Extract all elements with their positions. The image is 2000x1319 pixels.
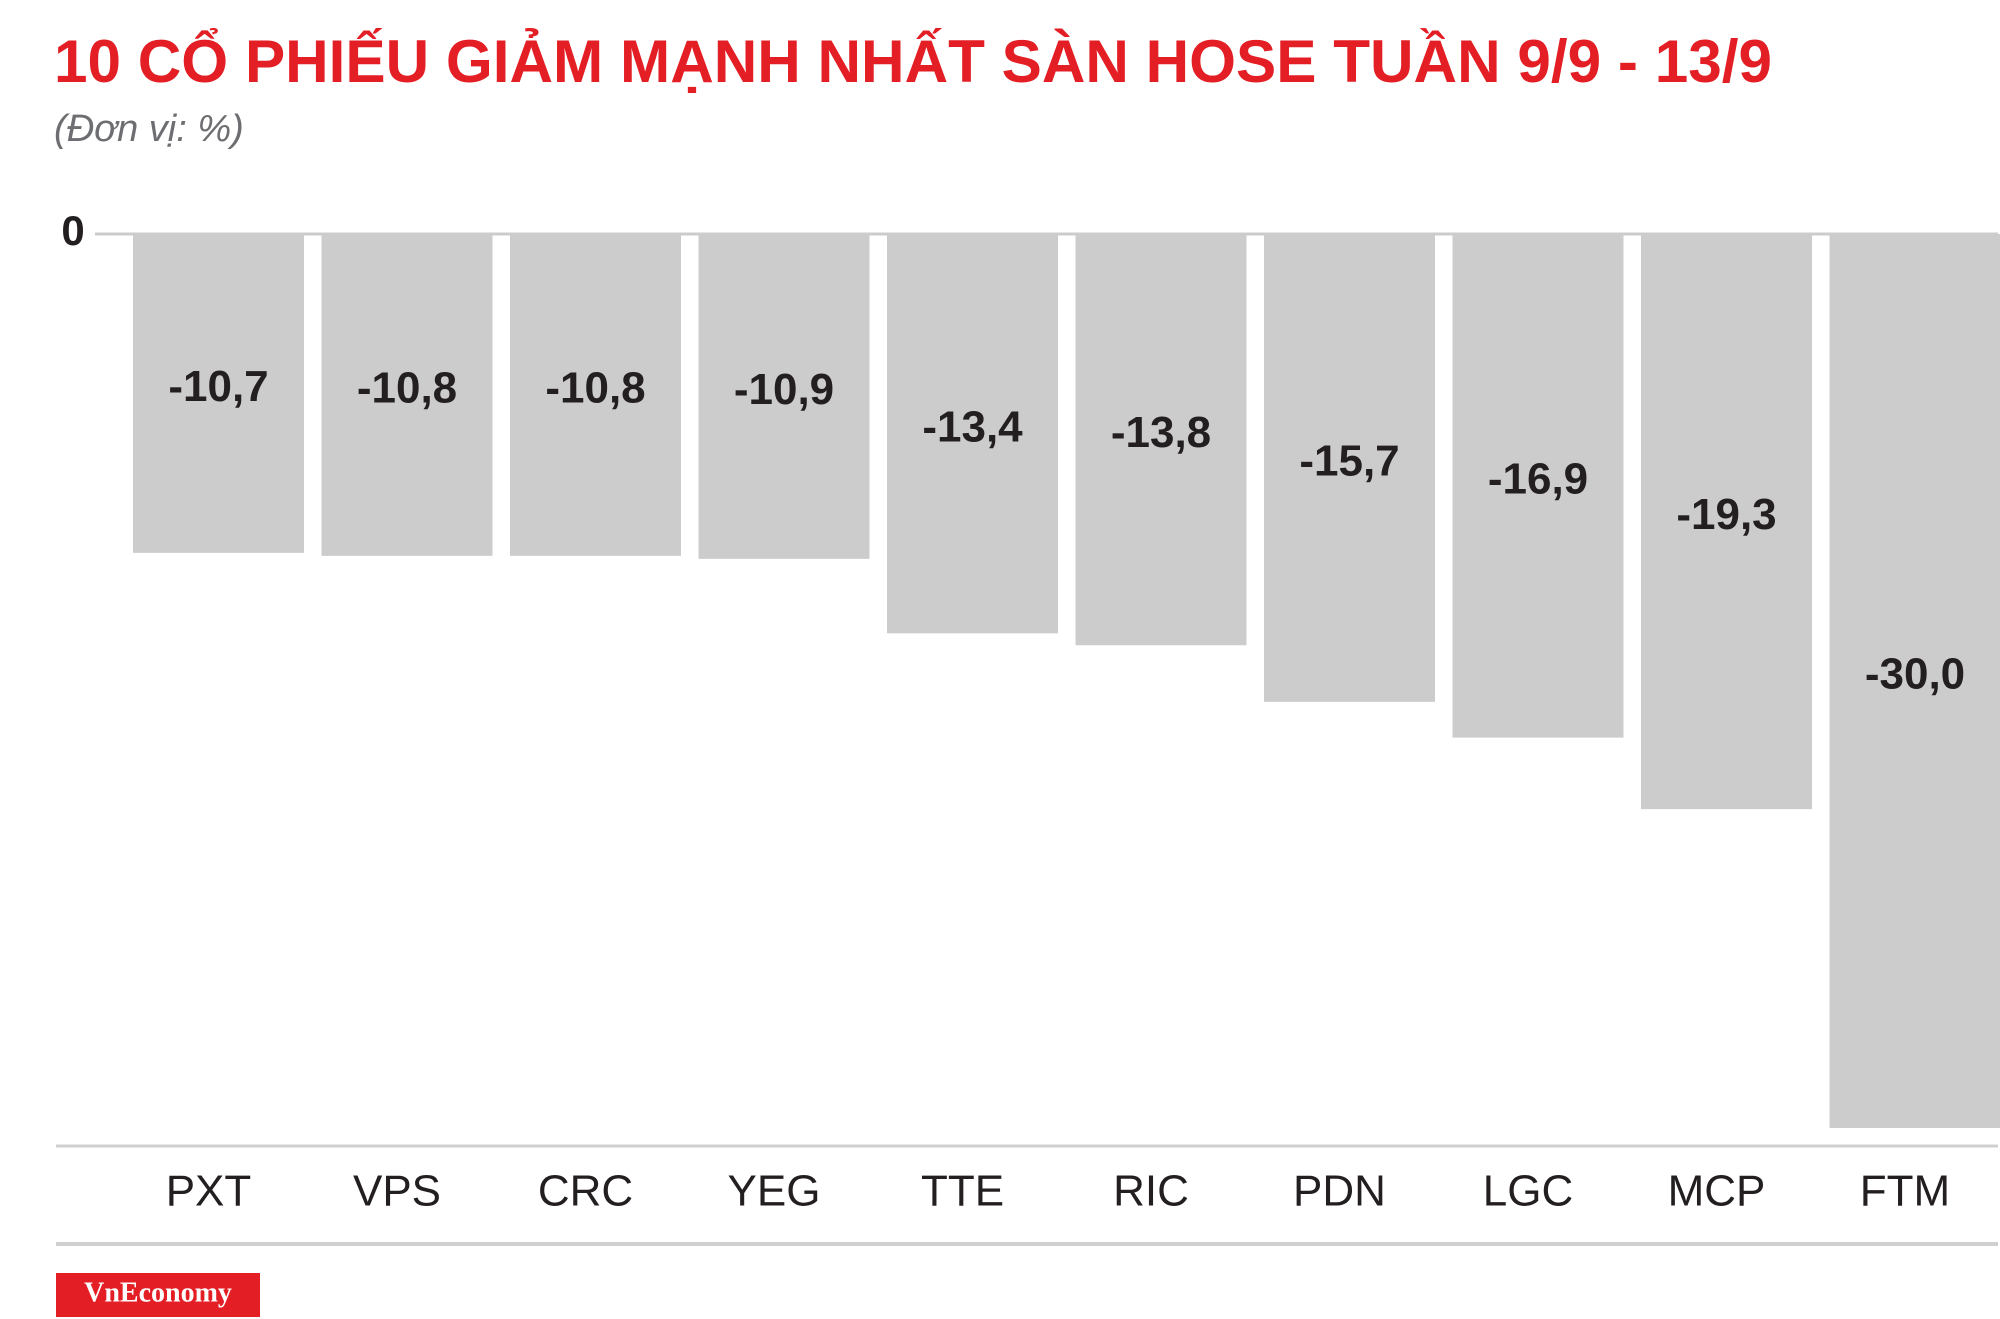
value-label: -10,7: [168, 362, 268, 411]
chart-title: 10 CỔ PHIẾU GIẢM MẠNH NHẤT SÀN HOSE TUẦN…: [54, 28, 1772, 95]
bar: [1264, 234, 1435, 702]
bar: [133, 234, 304, 553]
bar: [1075, 234, 1247, 646]
value-label: -10,9: [734, 365, 834, 414]
y-tick-label: 0: [61, 207, 84, 254]
value-label: -10,8: [357, 364, 457, 413]
bar: [1641, 234, 1812, 810]
value-label: -13,8: [1111, 408, 1211, 457]
x-tick-label: CRC: [538, 1167, 633, 1216]
chart-subtitle: (Đơn vị: %): [54, 108, 244, 150]
bar: [1829, 234, 2000, 1128]
bar: [510, 234, 681, 556]
bar: [887, 234, 1058, 634]
value-label: -10,8: [545, 364, 645, 413]
x-tick-label: LGC: [1483, 1167, 1573, 1216]
bar: [698, 234, 870, 559]
x-tick-label: RIC: [1113, 1167, 1189, 1216]
value-label: -30,0: [1865, 650, 1965, 699]
logo-box: [56, 1273, 260, 1317]
x-tick-label: PDN: [1293, 1167, 1386, 1216]
x-tick-label: MCP: [1668, 1167, 1766, 1216]
value-label: -16,9: [1488, 454, 1588, 503]
value-label: -13,4: [922, 402, 1023, 451]
bar: [321, 234, 493, 556]
x-tick-label: FTM: [1860, 1167, 1950, 1216]
bar: [1452, 234, 1624, 738]
x-tick-label: VPS: [353, 1167, 441, 1216]
x-tick-label: YEG: [728, 1167, 821, 1216]
x-tick-label: PXT: [166, 1167, 252, 1216]
value-label: -19,3: [1676, 490, 1776, 539]
value-label: -15,7: [1299, 437, 1399, 486]
x-tick-label: TTE: [921, 1167, 1004, 1216]
logo-text: VnEconomy: [84, 1277, 232, 1308]
